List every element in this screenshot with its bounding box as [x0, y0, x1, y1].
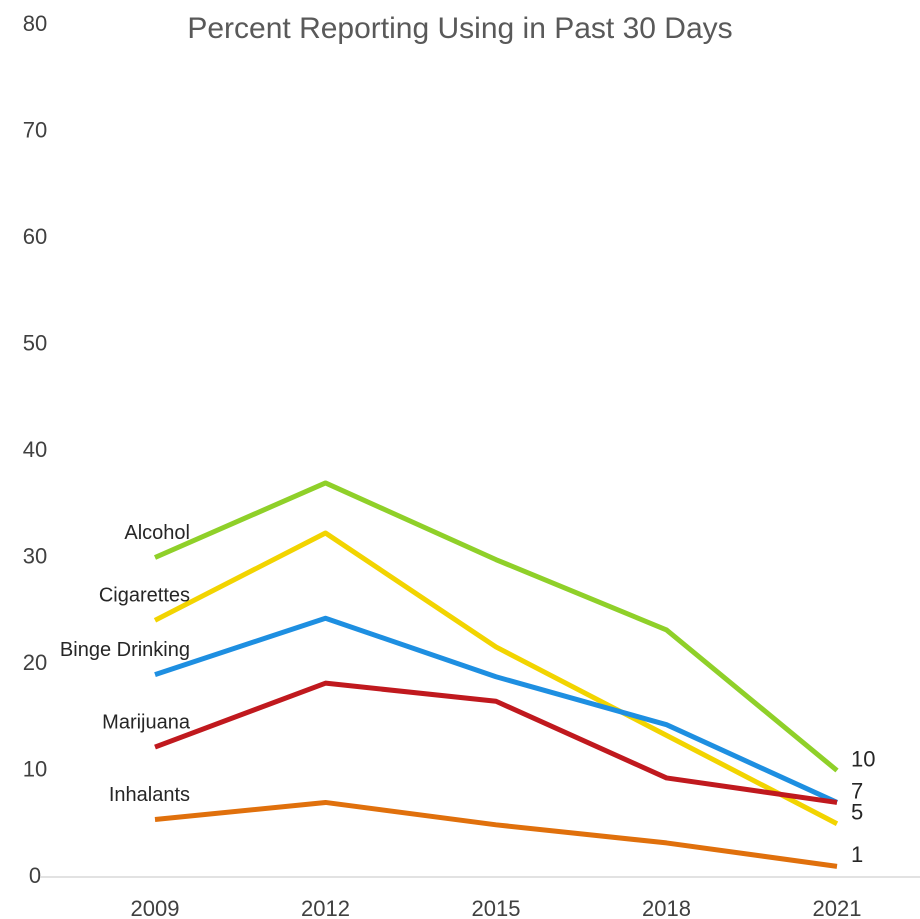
- data-label: 10: [851, 746, 875, 771]
- chart-title: Percent Reporting Using in Past 30 Days: [187, 12, 732, 45]
- series-line: [153, 480, 839, 773]
- y-tick-label: 0: [29, 863, 41, 888]
- data-label: 1: [851, 842, 863, 867]
- x-tick-label: 2021: [813, 896, 862, 919]
- series-line: [153, 530, 839, 826]
- series-line: [154, 615, 839, 805]
- series-label: Inhalants: [109, 784, 190, 806]
- series-label: Binge Drinking: [60, 639, 190, 661]
- y-tick-label: 20: [23, 650, 47, 675]
- series-label: Cigarettes: [99, 585, 190, 607]
- series-line: [154, 799, 838, 869]
- data-label: 5: [851, 800, 863, 825]
- x-tick-label: 2012: [301, 896, 350, 919]
- series-label: Alcohol: [124, 522, 190, 544]
- y-tick-label: 30: [23, 543, 47, 568]
- y-tick-label: 40: [23, 437, 47, 462]
- data-label: 7: [851, 778, 863, 803]
- y-tick-label: 80: [23, 11, 47, 36]
- series-label: Marijuana: [102, 711, 191, 733]
- y-tick-label: 10: [23, 756, 47, 781]
- x-tick-label: 2018: [642, 896, 691, 919]
- y-tick-label: 70: [23, 117, 47, 142]
- x-tick-label: 2009: [131, 896, 180, 919]
- y-tick-label: 60: [23, 224, 47, 249]
- series-line: [154, 680, 838, 805]
- y-tick-label: 50: [23, 330, 47, 355]
- x-tick-label: 2015: [472, 896, 521, 919]
